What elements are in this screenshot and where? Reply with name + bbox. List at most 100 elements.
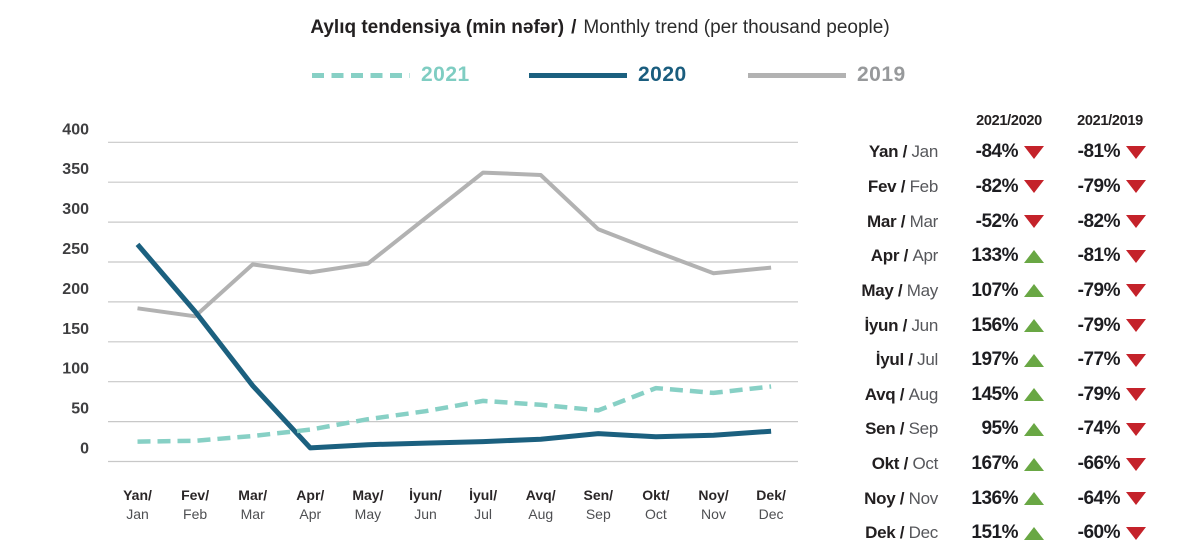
- month-label: Mar / Mar: [852, 212, 938, 232]
- month-label: Noy / Nov: [852, 489, 938, 509]
- triangle-down-icon: [1120, 422, 1152, 436]
- change-vs-2019-value: -81%: [1077, 245, 1121, 267]
- month-label-az: Avq /: [864, 384, 909, 404]
- change-vs-2020-value: 107%: [971, 279, 1018, 301]
- x-axis-label-az: Mar/: [238, 487, 267, 503]
- x-axis-label-en: Feb: [183, 506, 207, 522]
- month-label-en: Dec: [908, 523, 939, 543]
- series-line-2021: [137, 384, 772, 444]
- month-label-az: Sen /: [865, 419, 909, 439]
- monthly-change-table: Yan / Jan -84% -81% Fev / Feb -82% -79% Mar / …: [852, 135, 1152, 551]
- change-vs-2019-value: -74%: [1077, 418, 1121, 440]
- month-label-az: May /: [861, 280, 907, 300]
- series-line-2019: [137, 170, 772, 319]
- change-vs-2020-value: -52%: [975, 210, 1019, 232]
- triangle-down-icon: [1120, 180, 1152, 194]
- month-label-az: İyul /: [875, 350, 918, 370]
- month-label-az: Mar /: [867, 211, 910, 231]
- triangle-up-icon: [1018, 353, 1050, 367]
- change-vs-2020-value: -82%: [975, 175, 1019, 197]
- table-row: Mar / Mar -52% -82%: [852, 204, 1152, 239]
- x-axis-label-az: Apr/: [296, 487, 324, 503]
- triangle-down-icon: [1120, 249, 1152, 263]
- triangle-up-icon: [1018, 526, 1050, 540]
- x-axis-label-az: Fev/: [181, 487, 209, 503]
- triangle-down-icon: [1120, 284, 1152, 298]
- triangle-up-icon: [1018, 284, 1050, 298]
- triangle-down-icon: [1120, 145, 1152, 159]
- y-axis-tick-label: 50: [71, 401, 89, 418]
- x-axis-label-az: Noy/: [698, 487, 728, 503]
- month-label-az: Fev /: [867, 176, 910, 196]
- change-vs-2020-value: 133%: [971, 245, 1018, 267]
- table-row: Sen / Sep 95% -74%: [852, 412, 1152, 447]
- y-axis-tick-label: 400: [62, 121, 89, 138]
- legend-item-2019: 2019: [748, 63, 906, 86]
- month-label: İyun / Jun: [852, 316, 938, 336]
- table-col-header-2021-2020: 2021/2020: [976, 113, 1042, 129]
- change-vs-2019-value: -79%: [1077, 314, 1121, 336]
- legend-label-2021: 2021: [421, 63, 470, 86]
- x-axis-label-en: Jul: [474, 506, 492, 522]
- table-row: Fev / Feb -82% -79%: [852, 170, 1152, 205]
- change-vs-2019-value: -64%: [1077, 487, 1121, 509]
- x-axis-label-en: Jan: [126, 506, 149, 522]
- legend-label-2020: 2020: [638, 63, 687, 86]
- x-axis-label-az: Dek/: [756, 487, 786, 503]
- y-axis-tick-label: 200: [62, 281, 89, 298]
- change-vs-2020-value: 145%: [971, 383, 1018, 405]
- triangle-down-icon: [1018, 145, 1050, 159]
- table-row: İyul / Jul 197% -77%: [852, 343, 1152, 378]
- x-axis-label-az: Sen/: [584, 487, 614, 503]
- y-axis-tick-label: 300: [62, 201, 89, 218]
- change-vs-2020-value: 95%: [981, 418, 1018, 440]
- table-row: Apr / Apr 133% -81%: [852, 239, 1152, 274]
- table-row: Okt / Oct 167% -66%: [852, 447, 1152, 482]
- change-vs-2020-value: -84%: [975, 141, 1019, 163]
- month-label-en: Jun: [911, 315, 938, 335]
- triangle-up-icon: [1018, 319, 1050, 333]
- chart-title: Aylıq tendensiya (min nəfər) / Monthly tre…: [0, 17, 1200, 39]
- month-label-en: Jul: [917, 350, 938, 370]
- y-axis-tick-label: 100: [62, 361, 89, 378]
- change-vs-2019-value: -82%: [1077, 210, 1121, 232]
- change-vs-2019-value: -79%: [1077, 383, 1121, 405]
- month-label-az: Dek /: [865, 523, 909, 543]
- x-axis-label-en: Mar: [241, 506, 265, 522]
- month-label: Avq / Aug: [852, 384, 939, 405]
- table-col-header-2021-2019: 2021/2019: [1077, 113, 1143, 129]
- x-axis-label-en: May: [355, 506, 381, 522]
- x-axis-label-az: Avq/: [526, 487, 556, 503]
- x-axis-label-en: Dec: [759, 506, 784, 522]
- x-axis-label-az: Okt/: [642, 487, 669, 503]
- triangle-down-icon: [1120, 457, 1152, 471]
- x-axis-label-az: May/: [352, 487, 383, 503]
- title-separator: /: [571, 17, 577, 38]
- change-vs-2019-value: -77%: [1077, 349, 1121, 371]
- month-label-az: Yan /: [868, 142, 912, 162]
- y-axis-tick-label: 250: [62, 241, 89, 258]
- x-axis-label-en: Jun: [414, 506, 437, 522]
- triangle-down-icon: [1120, 215, 1152, 229]
- legend-swatch-dashed-2021: [312, 72, 410, 78]
- y-axis-tick-label: 0: [80, 441, 89, 458]
- month-label-az: Noy /: [864, 488, 909, 508]
- triangle-down-icon: [1120, 492, 1152, 506]
- table-row: Yan / Jan -84% -81%: [852, 135, 1152, 170]
- month-label-az: İyun /: [864, 315, 912, 335]
- triangle-down-icon: [1018, 180, 1050, 194]
- triangle-down-icon: [1018, 215, 1050, 229]
- table-row: Dek / Dec 151% -60%: [852, 516, 1152, 551]
- triangle-down-icon: [1120, 353, 1152, 367]
- month-label-en: Aug: [908, 384, 939, 404]
- x-axis-label-en: Apr: [299, 506, 321, 522]
- x-axis-label-az: Yan/: [123, 487, 152, 503]
- change-vs-2020-value: 167%: [971, 453, 1018, 475]
- table-row: İyun / Jun 156% -79%: [852, 308, 1152, 343]
- y-axis-tick-label: 150: [62, 321, 89, 338]
- month-label: Okt / Oct: [852, 454, 939, 474]
- legend-swatch-solid-2020: [529, 72, 627, 78]
- legend-item-2021: 2021: [312, 63, 470, 86]
- series-line-2020: [135, 242, 772, 451]
- month-label-en: Oct: [912, 454, 938, 474]
